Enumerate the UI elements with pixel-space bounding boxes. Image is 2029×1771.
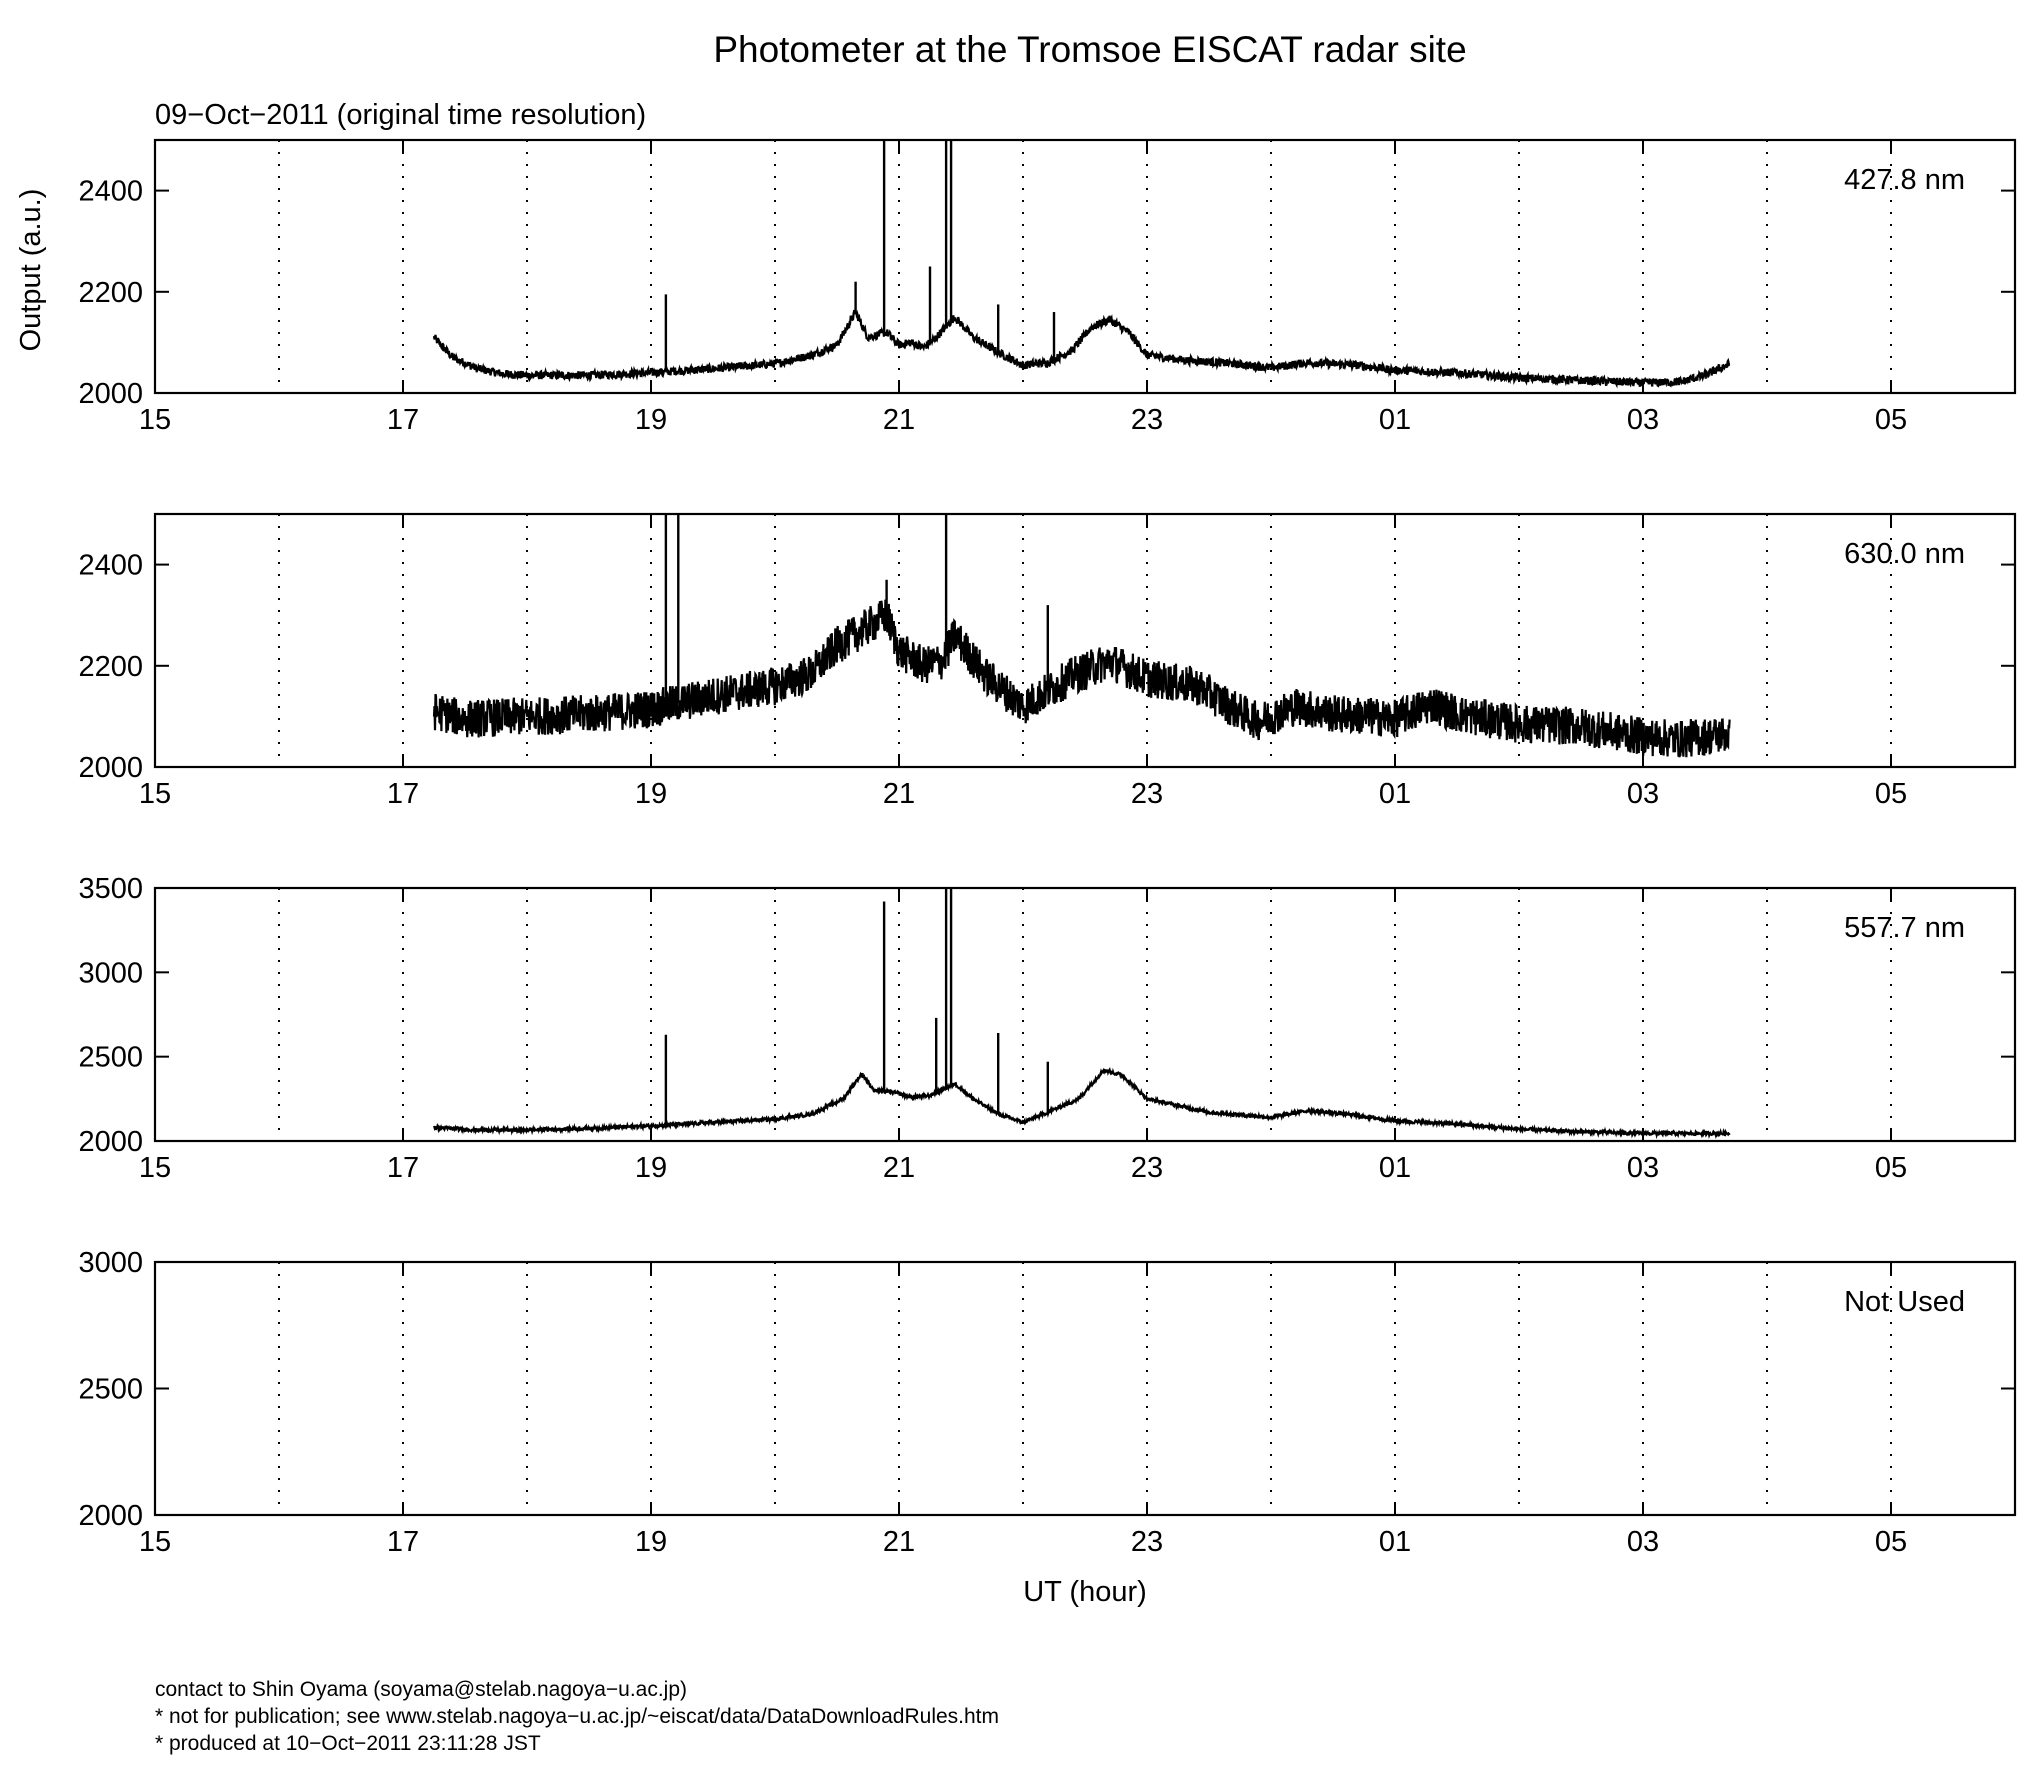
panel-label: Not Used <box>1844 1286 1965 1318</box>
x-tick-label: 21 <box>883 1152 915 1184</box>
x-tick-label: 19 <box>635 1152 667 1184</box>
y-tick-label: 2500 <box>78 1042 143 1074</box>
panel-label: 427.8 nm <box>1844 164 1965 196</box>
x-tick-label: 17 <box>387 404 419 436</box>
y-tick-label: 2000 <box>78 1126 143 1158</box>
panel-label: 557.7 nm <box>1844 912 1965 944</box>
x-tick-label: 15 <box>139 404 171 436</box>
x-tick-label: 01 <box>1379 1152 1411 1184</box>
y-tick-label: 2000 <box>78 1500 143 1532</box>
panel-4: 15 17 19 21 23 01 03 05 2000 2500 3000 Not Used <box>78 1247 2017 1558</box>
trace-group <box>432 888 1731 1140</box>
x-tick-label: 23 <box>1131 1526 1163 1558</box>
x-tick-label: 21 <box>883 778 915 810</box>
x-tick-label: 05 <box>1875 404 1907 436</box>
x-tick-label: 17 <box>387 778 419 810</box>
footer-produced: * produced at 10−Oct−2011 23:11:28 JST <box>155 1732 541 1755</box>
x-tick-label: 21 <box>883 1526 915 1558</box>
x-tick-label: 03 <box>1627 1152 1659 1184</box>
x-tick-label: 03 <box>1627 404 1659 436</box>
x-tick-label: 15 <box>139 1152 171 1184</box>
y-tick-label: 2200 <box>78 277 143 309</box>
x-tick-label: 23 <box>1131 404 1163 436</box>
figure-subtitle: 09−Oct−2011 (original time resolution) <box>155 99 646 131</box>
y-tick-label: 2000 <box>78 378 143 410</box>
footer-contact: contact to Shin Oyama (soyama@stelab.nag… <box>155 1678 688 1701</box>
x-tick-label: 17 <box>387 1526 419 1558</box>
y-tick-label: 2400 <box>78 176 143 208</box>
x-tick-label: 21 <box>883 404 915 436</box>
panels: 15 17 19 21 23 01 03 05 2000 2200 2400 427.8 nm 15 17… <box>78 138 2017 1558</box>
y-tick-label: 3000 <box>78 1247 143 1279</box>
panel-2: 15 17 19 21 23 01 03 05 2000 2200 2400 630.0 nm <box>78 512 2017 810</box>
y-tick-label: 2500 <box>78 1374 143 1406</box>
trace-line <box>432 599 1731 758</box>
panel-1: 15 17 19 21 23 01 03 05 2000 2200 2400 427.8 nm <box>78 138 2017 436</box>
panel-3: 15 17 19 21 23 01 03 05 2000 2500 3000 3500 557.7 nm <box>78 873 2017 1184</box>
figure-title: Photometer at the Tromsoe EISCAT radar s… <box>713 29 1466 70</box>
axes-frame <box>153 512 2017 769</box>
x-tick-label: 23 <box>1131 1152 1163 1184</box>
x-tick-label: 23 <box>1131 778 1163 810</box>
y-tick-label: 2200 <box>78 651 143 683</box>
y-tick-label: 3000 <box>78 957 143 989</box>
axes-frame <box>153 138 2017 395</box>
x-tick-label: 19 <box>635 1526 667 1558</box>
y-tick-label: 2000 <box>78 752 143 784</box>
x-tick-label: 15 <box>139 1526 171 1558</box>
x-tick-label: 03 <box>1627 1526 1659 1558</box>
x-tick-label: 01 <box>1379 1526 1411 1558</box>
trace-group <box>432 514 1731 758</box>
x-tick-label: 03 <box>1627 778 1659 810</box>
trace-line <box>432 309 1731 389</box>
x-tick-label: 15 <box>139 778 171 810</box>
footer-disclaimer: * not for publication; see www.stelab.na… <box>155 1705 999 1728</box>
panel-label: 630.0 nm <box>1844 538 1965 570</box>
axes-frame <box>153 886 2017 1143</box>
x-tick-label: 01 <box>1379 778 1411 810</box>
y-axis-label: Output (a.u.) <box>15 189 47 352</box>
x-tick-label: 01 <box>1379 404 1411 436</box>
x-axis-label: UT (hour) <box>1023 1576 1147 1608</box>
x-tick-label: 17 <box>387 1152 419 1184</box>
x-tick-label: 05 <box>1875 778 1907 810</box>
x-tick-label: 05 <box>1875 1152 1907 1184</box>
trace-line <box>432 1066 1731 1140</box>
trace-group <box>432 140 1731 389</box>
x-tick-label: 05 <box>1875 1526 1907 1558</box>
y-tick-label: 3500 <box>78 873 143 905</box>
y-tick-label: 2400 <box>78 550 143 582</box>
x-tick-label: 19 <box>635 404 667 436</box>
x-tick-label: 19 <box>635 778 667 810</box>
